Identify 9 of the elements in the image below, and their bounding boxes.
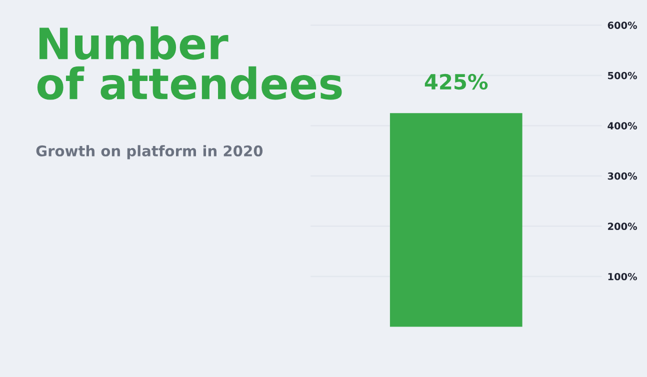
y-tick-label: 500% — [608, 72, 637, 80]
y-tick-label: 600% — [608, 22, 637, 29]
text: Growth on platform in 2020 — [36, 145, 263, 160]
data-label: 425% — [424, 74, 488, 90]
y-tick-label: 200% — [608, 222, 637, 230]
y-tick-label: 100% — [608, 272, 637, 280]
y-tick-label: 400% — [608, 122, 637, 130]
text: Number of attendees — [37, 26, 342, 100]
y-tick-label: 300% — [608, 172, 637, 180]
